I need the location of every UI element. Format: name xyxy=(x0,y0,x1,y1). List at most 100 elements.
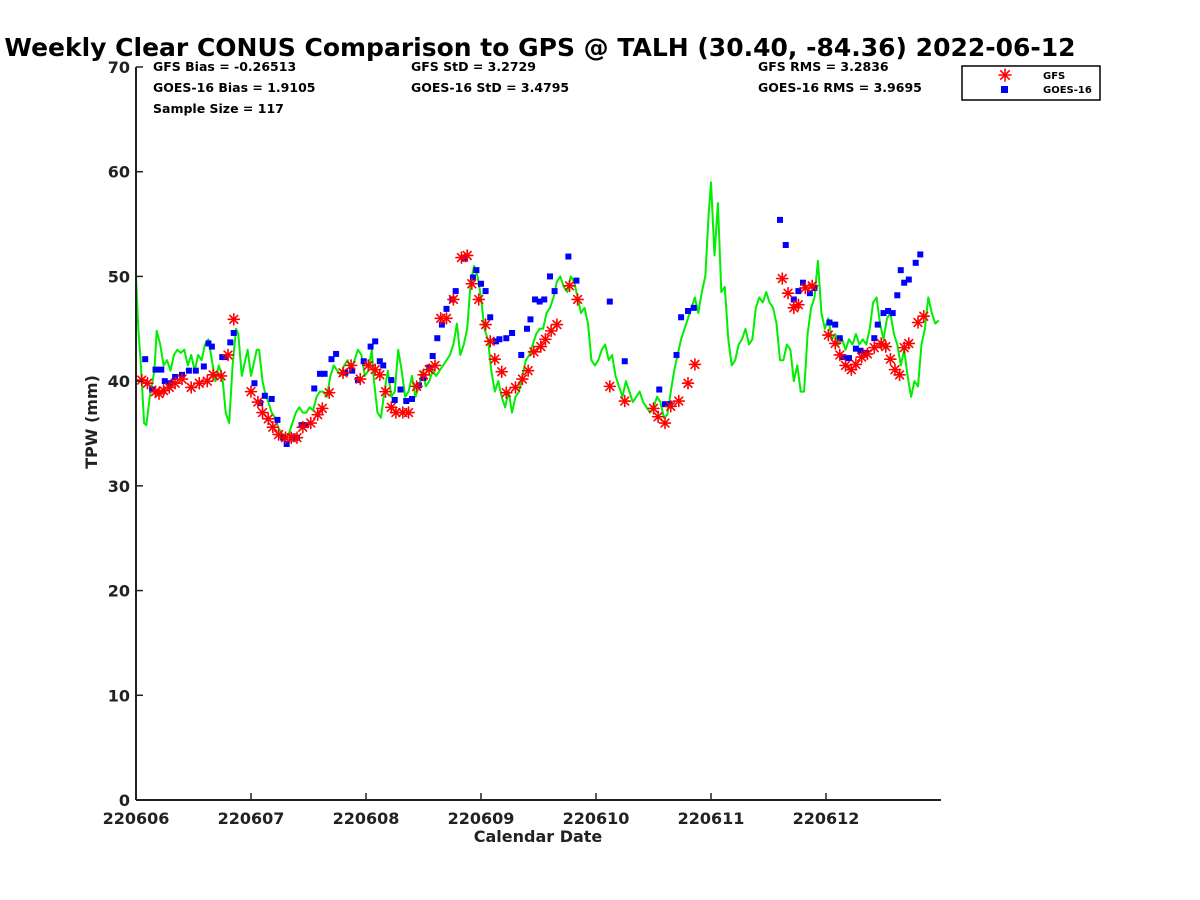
gfs-point xyxy=(344,359,358,372)
x-tick-label: 220610 xyxy=(563,809,630,828)
gfs-point xyxy=(792,298,805,312)
gfs-point-stroke xyxy=(142,378,153,388)
gps-series xyxy=(135,181,940,439)
goes16-point xyxy=(380,362,387,369)
gfs-point-stroke xyxy=(835,350,845,360)
gfs-point xyxy=(688,358,702,371)
goes16-point xyxy=(142,356,149,363)
gfs-point-stroke xyxy=(919,311,929,321)
goes16-point xyxy=(161,378,168,385)
gfs-point xyxy=(221,348,235,362)
gfs-point xyxy=(539,332,552,346)
chart-title: Weekly Clear CONUS Comparison to GPS @ T… xyxy=(4,33,1075,62)
y-tick-label: 0 xyxy=(119,791,130,810)
gfs-point-stroke xyxy=(448,294,459,305)
gfs-point xyxy=(658,416,672,430)
gfs-point xyxy=(781,286,795,300)
gfs-point xyxy=(315,402,329,415)
goes16-point xyxy=(685,307,691,314)
goes16-point xyxy=(261,392,268,399)
gfs-point xyxy=(266,420,280,434)
gfs-point-stroke xyxy=(881,341,891,352)
goes16-point xyxy=(777,216,783,223)
goes16-point xyxy=(208,343,215,350)
goes16-point xyxy=(192,367,199,374)
gfs-point-stroke xyxy=(485,336,495,347)
gfs-point xyxy=(821,328,835,342)
gfs-point-stroke xyxy=(807,281,817,291)
gfs-point-stroke xyxy=(391,407,401,418)
gfs-point-stroke xyxy=(653,412,663,422)
legend: GFS GOES-16 xyxy=(961,65,1101,101)
stat-text: GOES-16 RMS = 3.9695 xyxy=(758,80,922,95)
gfs-point xyxy=(311,408,325,421)
legend-items: GFS GOES-16 xyxy=(998,68,1092,96)
goes16-point xyxy=(917,251,924,258)
x-tick-label: 220607 xyxy=(218,809,285,828)
gfs-point xyxy=(479,318,492,331)
goes16-point xyxy=(473,267,480,274)
gfs-series xyxy=(135,249,931,444)
goes16-point xyxy=(852,345,859,352)
goes16-point xyxy=(621,358,628,365)
gfs-point-stroke xyxy=(572,294,583,305)
gfs-point-stroke xyxy=(229,314,239,325)
stat-text: GFS StD = 3.2729 xyxy=(411,59,536,74)
goes16-point xyxy=(565,253,572,260)
gfs-point-stroke xyxy=(474,294,484,305)
goes16-point xyxy=(251,380,258,387)
goes16-point xyxy=(806,290,813,297)
gfs-point xyxy=(336,366,350,380)
gfs-point-stroke xyxy=(777,273,787,284)
stat-text: GOES-16 Bias = 1.9105 xyxy=(153,80,315,95)
gfs-point-stroke xyxy=(660,418,670,428)
goes16-point xyxy=(782,242,789,249)
goes16-point xyxy=(303,422,310,429)
goes16-point xyxy=(857,347,864,354)
goes16-point xyxy=(897,267,904,274)
gfs-point xyxy=(884,352,897,366)
goes16-point xyxy=(795,288,802,295)
gfs-point xyxy=(849,358,863,371)
goes16-point xyxy=(840,354,847,361)
gfs-point xyxy=(563,279,576,293)
goes16-point xyxy=(536,298,543,305)
gfs-point xyxy=(664,399,678,413)
gfs-point xyxy=(472,293,486,306)
gfs-point xyxy=(647,402,660,415)
plot-area xyxy=(135,181,940,447)
x-tick-label: 220611 xyxy=(678,809,745,828)
gfs-point-stroke xyxy=(510,382,521,393)
goes16-point xyxy=(391,396,398,403)
gfs-point-stroke xyxy=(164,382,175,393)
gfs-point-stroke xyxy=(529,347,539,357)
goes16-point xyxy=(415,382,422,389)
gfs-point-stroke xyxy=(480,319,491,330)
gfs-point xyxy=(499,386,513,399)
gfs-point xyxy=(201,374,214,388)
gfs-point xyxy=(879,340,893,353)
goes16-point xyxy=(551,288,558,295)
gfs-point xyxy=(322,386,336,399)
goes16-point xyxy=(283,440,290,447)
goes16-point xyxy=(836,335,843,342)
goes16-point xyxy=(826,319,833,326)
goes16-point xyxy=(673,351,680,358)
goes16-point xyxy=(321,370,328,377)
gfs-point-stroke xyxy=(683,378,693,388)
gfs-point xyxy=(402,406,415,419)
gfs-point-stroke xyxy=(403,407,414,418)
goes16-point xyxy=(149,386,156,393)
gfs-point-stroke xyxy=(170,378,180,388)
gfs-point xyxy=(775,272,789,285)
gfs-point-stroke xyxy=(999,69,1011,81)
legend-box xyxy=(961,65,1101,101)
goes16-point xyxy=(311,385,318,392)
gfs-point-stroke xyxy=(823,330,833,340)
gfs-point-stroke xyxy=(317,403,327,414)
gfs-point-stroke xyxy=(430,360,440,371)
goes16-point xyxy=(690,304,697,311)
gfs-point xyxy=(603,380,617,393)
gfs-point-stroke xyxy=(177,374,187,384)
goes16-point xyxy=(573,277,580,284)
